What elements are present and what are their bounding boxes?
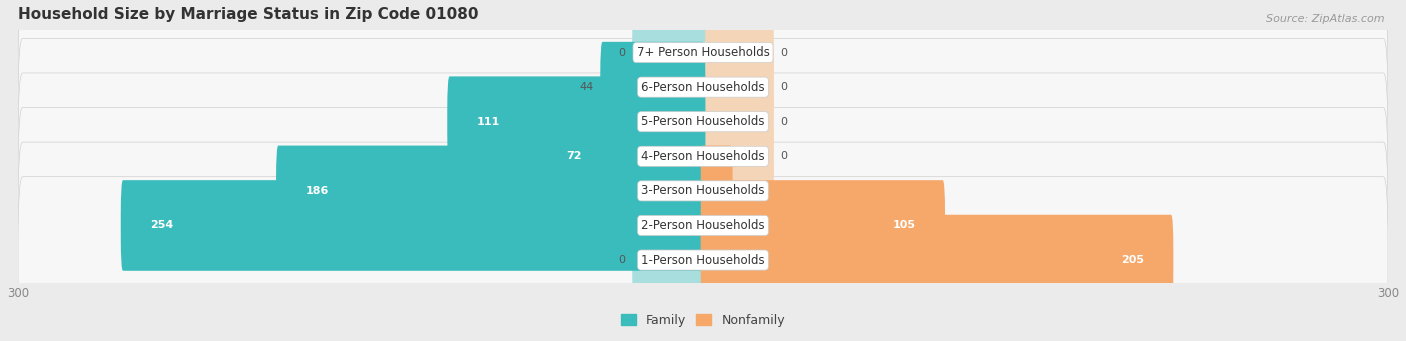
- FancyBboxPatch shape: [700, 42, 773, 132]
- FancyBboxPatch shape: [700, 7, 773, 98]
- FancyBboxPatch shape: [18, 177, 1388, 341]
- Text: Household Size by Marriage Status in Zip Code 01080: Household Size by Marriage Status in Zip…: [18, 7, 478, 22]
- FancyBboxPatch shape: [121, 180, 706, 271]
- FancyBboxPatch shape: [700, 146, 773, 236]
- FancyBboxPatch shape: [700, 215, 773, 306]
- Text: 5-Person Households: 5-Person Households: [641, 115, 765, 128]
- Text: 254: 254: [150, 221, 174, 231]
- Text: 6-Person Households: 6-Person Households: [641, 80, 765, 94]
- FancyBboxPatch shape: [18, 142, 1388, 309]
- FancyBboxPatch shape: [536, 111, 706, 202]
- Text: 4-Person Households: 4-Person Households: [641, 150, 765, 163]
- Text: 1-Person Households: 1-Person Households: [641, 254, 765, 267]
- FancyBboxPatch shape: [700, 76, 773, 167]
- FancyBboxPatch shape: [700, 215, 1174, 306]
- Text: 0: 0: [780, 47, 787, 58]
- FancyBboxPatch shape: [18, 73, 1388, 240]
- Text: 0: 0: [780, 117, 787, 127]
- Text: 186: 186: [305, 186, 329, 196]
- Text: 7+ Person Households: 7+ Person Households: [637, 46, 769, 59]
- Text: 44: 44: [579, 82, 593, 92]
- Text: 3-Person Households: 3-Person Households: [641, 184, 765, 197]
- FancyBboxPatch shape: [633, 76, 706, 167]
- FancyBboxPatch shape: [700, 180, 773, 271]
- FancyBboxPatch shape: [700, 180, 945, 271]
- Text: 111: 111: [477, 117, 501, 127]
- FancyBboxPatch shape: [700, 146, 733, 236]
- FancyBboxPatch shape: [633, 7, 706, 98]
- Text: 2-Person Households: 2-Person Households: [641, 219, 765, 232]
- Text: 205: 205: [1121, 255, 1143, 265]
- FancyBboxPatch shape: [18, 107, 1388, 274]
- Text: 0: 0: [619, 255, 626, 265]
- Text: 0: 0: [619, 47, 626, 58]
- FancyBboxPatch shape: [633, 215, 706, 306]
- FancyBboxPatch shape: [700, 111, 773, 202]
- FancyBboxPatch shape: [600, 42, 706, 132]
- FancyBboxPatch shape: [633, 42, 706, 132]
- Legend: Family, Nonfamily: Family, Nonfamily: [616, 309, 790, 332]
- FancyBboxPatch shape: [18, 0, 1388, 136]
- Text: 72: 72: [567, 151, 582, 161]
- Text: 0: 0: [780, 82, 787, 92]
- FancyBboxPatch shape: [633, 111, 706, 202]
- FancyBboxPatch shape: [276, 146, 706, 236]
- Text: 105: 105: [893, 221, 915, 231]
- FancyBboxPatch shape: [447, 76, 706, 167]
- Text: 12: 12: [740, 186, 754, 196]
- FancyBboxPatch shape: [18, 38, 1388, 205]
- Text: 0: 0: [780, 151, 787, 161]
- FancyBboxPatch shape: [18, 4, 1388, 170]
- Text: Source: ZipAtlas.com: Source: ZipAtlas.com: [1267, 14, 1385, 24]
- FancyBboxPatch shape: [633, 146, 706, 236]
- FancyBboxPatch shape: [633, 180, 706, 271]
